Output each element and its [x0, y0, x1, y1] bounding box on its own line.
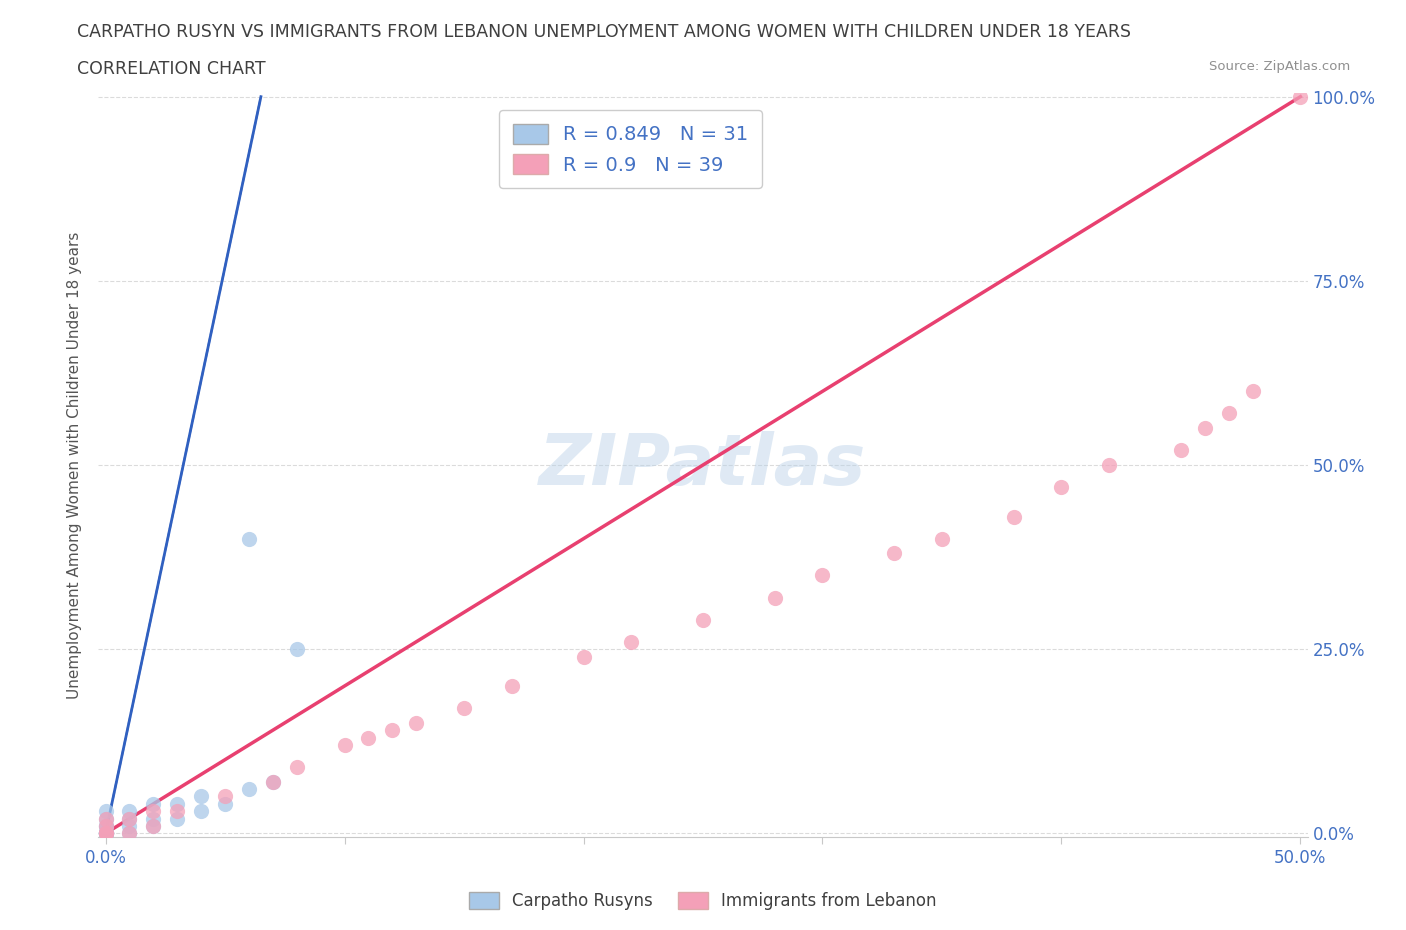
Point	[94, 818, 117, 833]
Point	[94, 826, 117, 841]
Point	[94, 826, 117, 841]
Point	[118, 826, 141, 841]
Point	[883, 546, 905, 561]
Point	[190, 789, 212, 804]
Point	[1098, 458, 1121, 472]
Point	[142, 818, 165, 833]
Point	[94, 826, 117, 841]
Point	[262, 775, 284, 790]
Point	[214, 789, 236, 804]
Point	[94, 818, 117, 833]
Point	[118, 804, 141, 818]
Point	[94, 826, 117, 841]
Point	[381, 723, 404, 737]
Legend: R = 0.849   N = 31, R = 0.9   N = 39: R = 0.849 N = 31, R = 0.9 N = 39	[499, 110, 762, 188]
Point	[692, 612, 714, 627]
Point	[94, 826, 117, 841]
Point	[94, 826, 117, 841]
Legend: Carpatho Rusyns, Immigrants from Lebanon: Carpatho Rusyns, Immigrants from Lebanon	[463, 885, 943, 917]
Point	[94, 826, 117, 841]
Y-axis label: Unemployment Among Women with Children Under 18 years: Unemployment Among Women with Children U…	[67, 232, 83, 698]
Text: CORRELATION CHART: CORRELATION CHART	[77, 60, 266, 78]
Point	[166, 796, 188, 811]
Point	[238, 531, 260, 546]
Point	[1194, 420, 1216, 435]
Point	[1170, 443, 1192, 458]
Point	[1289, 89, 1312, 104]
Point	[811, 568, 834, 583]
Point	[94, 804, 117, 818]
Point	[118, 826, 141, 841]
Point	[262, 775, 284, 790]
Point	[94, 818, 117, 833]
Point	[285, 642, 308, 657]
Point	[333, 737, 356, 752]
Point	[118, 811, 141, 826]
Point	[142, 796, 165, 811]
Point	[118, 818, 141, 833]
Text: Source: ZipAtlas.com: Source: ZipAtlas.com	[1209, 60, 1350, 73]
Point	[763, 591, 786, 605]
Point	[453, 700, 475, 715]
Point	[1218, 406, 1240, 421]
Point	[94, 811, 117, 826]
Point	[142, 818, 165, 833]
Point	[501, 679, 523, 694]
Point	[94, 811, 117, 826]
Point	[620, 634, 643, 649]
Point	[1050, 480, 1073, 495]
Point	[214, 796, 236, 811]
Point	[94, 826, 117, 841]
Text: ZIPatlas: ZIPatlas	[540, 431, 866, 499]
Point	[572, 649, 595, 664]
Point	[238, 782, 260, 797]
Point	[166, 811, 188, 826]
Point	[1002, 509, 1025, 524]
Point	[142, 804, 165, 818]
Point	[166, 804, 188, 818]
Point	[190, 804, 212, 818]
Point	[118, 811, 141, 826]
Point	[285, 760, 308, 775]
Point	[142, 811, 165, 826]
Point	[1241, 384, 1264, 399]
Point	[931, 531, 953, 546]
Point	[94, 826, 117, 841]
Text: CARPATHO RUSYN VS IMMIGRANTS FROM LEBANON UNEMPLOYMENT AMONG WOMEN WITH CHILDREN: CARPATHO RUSYN VS IMMIGRANTS FROM LEBANO…	[77, 23, 1132, 41]
Point	[357, 730, 380, 745]
Point	[405, 715, 427, 730]
Point	[94, 826, 117, 841]
Point	[94, 826, 117, 841]
